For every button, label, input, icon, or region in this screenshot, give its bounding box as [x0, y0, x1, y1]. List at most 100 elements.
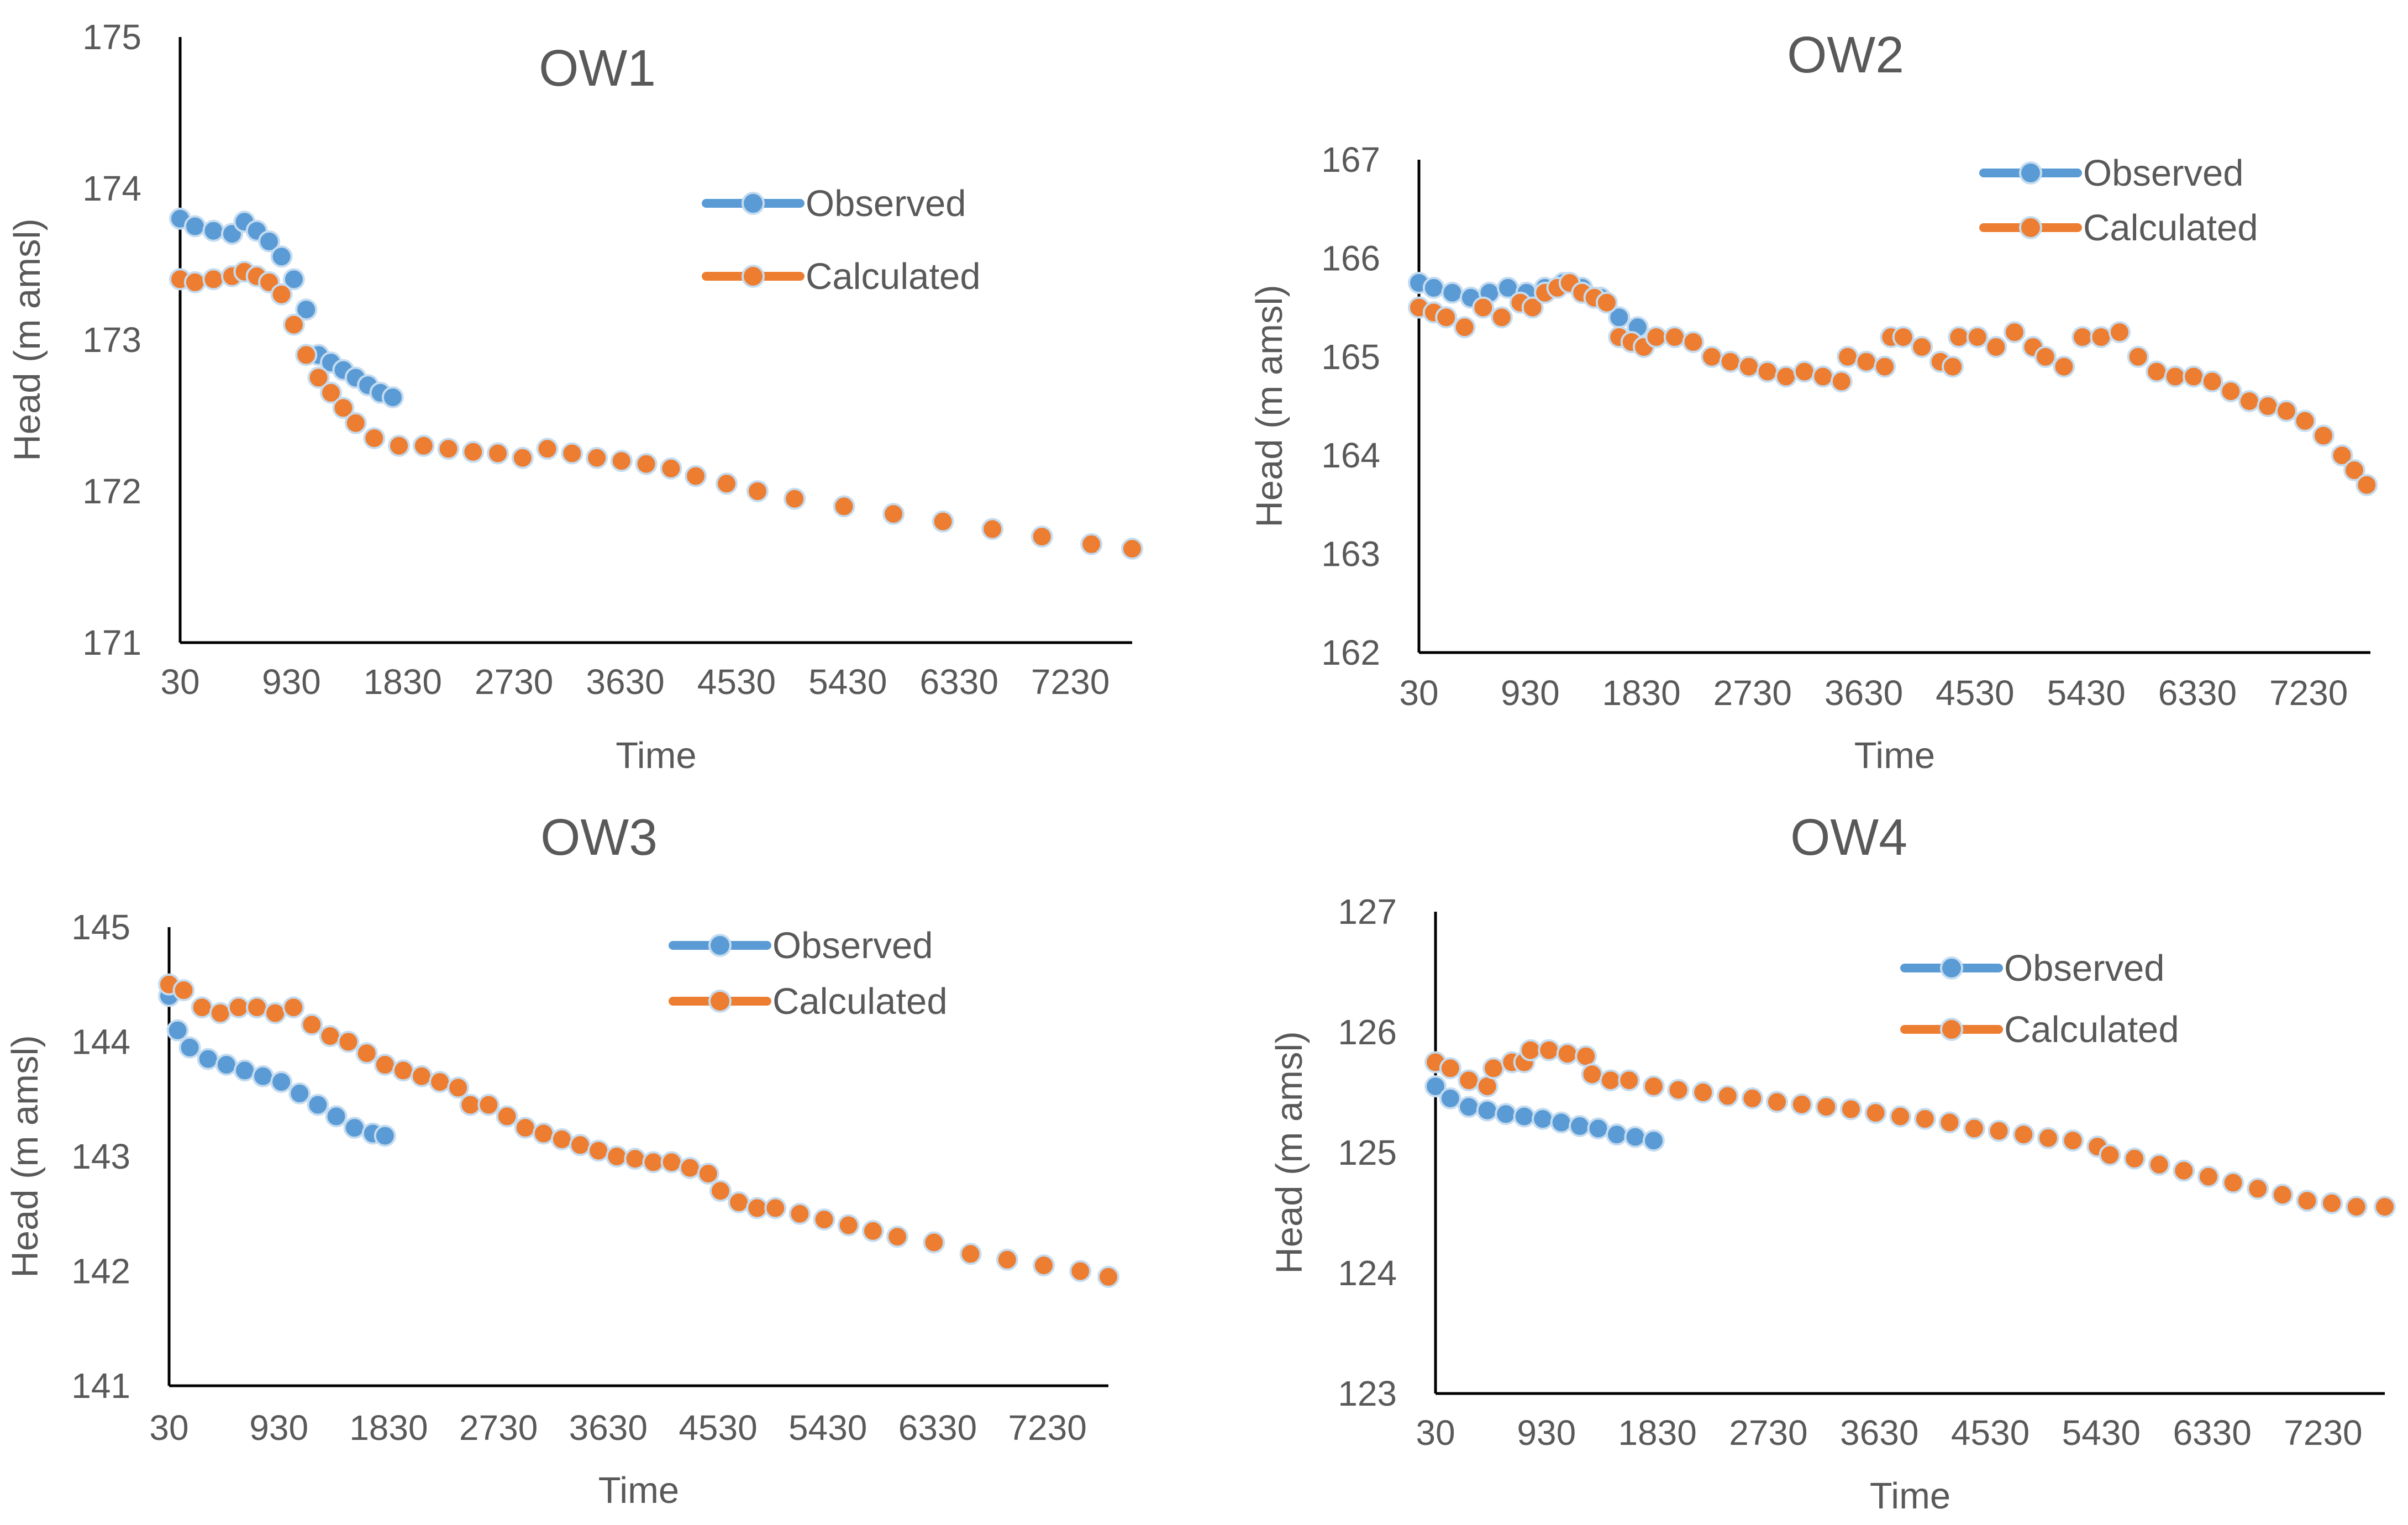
calculated-point — [429, 1071, 451, 1093]
calculated-point — [2090, 326, 2112, 349]
x-tick-label: 7230 — [2269, 673, 2348, 713]
calculated-point — [183, 271, 206, 293]
calculated-point — [2356, 474, 2378, 496]
calculated-point — [1985, 336, 2007, 358]
observed-point — [1424, 1075, 1447, 1098]
x-tick-label: 6330 — [920, 662, 998, 702]
calculated-point — [1938, 1111, 1961, 1134]
legend-item-calculated: Calculated — [669, 981, 948, 1022]
calculated-point — [1911, 336, 1933, 358]
calculated-point — [1790, 1093, 1813, 1116]
series-observed — [1424, 1075, 1665, 1152]
calculated-point — [270, 283, 293, 306]
calculated-point — [1581, 1063, 1603, 1086]
calculated-point — [337, 1030, 360, 1053]
calculated-point — [511, 446, 534, 469]
calculated-point — [295, 344, 318, 366]
calculated-point — [388, 434, 411, 457]
calculated-point — [1080, 533, 1103, 555]
legend-marker — [2019, 161, 2042, 185]
observed-point — [1606, 1123, 1628, 1146]
calculated-point — [1892, 326, 1915, 349]
calculated-point — [487, 442, 509, 465]
observed-point — [295, 298, 318, 321]
calculated-point — [514, 1117, 537, 1139]
y-tick-label: 165 — [1321, 337, 1380, 377]
x-tick-label: 30 — [1399, 673, 1438, 713]
chart-title: OW3 — [540, 808, 658, 866]
calculated-point — [837, 1214, 860, 1237]
calculated-point — [1775, 365, 1797, 388]
x-tick-label: 1830 — [1618, 1413, 1696, 1453]
y-tick-label: 124 — [1338, 1253, 1397, 1293]
calculated-point — [1692, 1081, 1715, 1103]
calculated-point — [437, 438, 460, 460]
calculated-point — [1667, 1079, 1690, 1101]
calculated-point — [1716, 1085, 1739, 1107]
calculated-point — [2173, 1159, 2195, 1182]
calculated-point — [2034, 345, 2057, 368]
legend-item-calculated: Calculated — [1900, 1009, 2179, 1050]
observed-point — [1439, 1087, 1461, 1109]
legend-item-calculated: Calculated — [702, 256, 981, 297]
calculated-point — [496, 1105, 518, 1128]
calculated-point — [1538, 1039, 1560, 1061]
calculated-point — [697, 1163, 719, 1185]
observed-point — [215, 1054, 238, 1076]
series-calculated — [158, 973, 1119, 1288]
y-tick-label: 172 — [82, 471, 141, 511]
x-tick-label: 930 — [262, 662, 321, 702]
y-tick-label: 174 — [82, 169, 141, 208]
x-tick-label: 5430 — [808, 662, 887, 702]
calculated-point — [550, 1128, 573, 1150]
calculated-point — [635, 453, 658, 475]
legend-item-observed: Observed — [1979, 152, 2243, 194]
calculated-point — [2003, 321, 2026, 344]
calculated-point — [1097, 1265, 1119, 1288]
x-tick-label: 4530 — [679, 1408, 757, 1448]
chart-title: OW4 — [1790, 808, 1907, 866]
chart-ow4: OW4 123 124 125 126 127 30 930 1830 2730 3630 4530 5… — [1269, 808, 2396, 1517]
y-tick-label: 143 — [71, 1137, 130, 1176]
x-tick-label: 6330 — [2158, 673, 2237, 713]
calculated-point — [1472, 296, 1495, 319]
calculated-point — [319, 1025, 341, 1048]
calculated-point — [2164, 365, 2186, 388]
x-tick-label: 3630 — [569, 1408, 648, 1448]
x-tick-label: 5430 — [788, 1408, 867, 1448]
calculated-point — [301, 1013, 323, 1036]
calculated-point — [709, 1180, 732, 1202]
y-tick-label: 141 — [71, 1366, 130, 1406]
calculated-point — [209, 1002, 232, 1024]
x-tick-label: 4530 — [1936, 673, 2014, 713]
calculated-point — [411, 1065, 433, 1087]
chart-title: OW2 — [1787, 26, 1904, 83]
x-tick-label: 930 — [1517, 1413, 1576, 1453]
legend-item-calculated: Calculated — [1979, 207, 2258, 249]
calculated-point — [746, 1197, 769, 1219]
calculated-point — [374, 1054, 396, 1076]
y-axis-title: Head (m amsl) — [7, 218, 48, 461]
x-tick-label: 30 — [149, 1408, 188, 1448]
observed-point — [1441, 281, 1464, 304]
calculated-point — [642, 1151, 665, 1174]
calculated-point — [1663, 326, 1686, 349]
x-tick-label: 7230 — [1008, 1408, 1086, 1448]
calculated-point — [610, 450, 633, 472]
calculated-point — [606, 1145, 628, 1168]
calculated-point — [1855, 350, 1878, 373]
y-tick-label: 171 — [82, 623, 141, 662]
calculated-point — [1874, 355, 1896, 378]
calculated-point — [2271, 1184, 2294, 1206]
calculated-point — [2275, 399, 2297, 422]
calculated-point — [2148, 1153, 2170, 1176]
observed-point — [183, 215, 206, 238]
calculated-point — [586, 446, 608, 469]
y-tick-label: 175 — [82, 17, 141, 57]
calculated-point — [1069, 1260, 1092, 1282]
y-tick-label: 125 — [1338, 1133, 1397, 1172]
x-tick-label: 6330 — [898, 1408, 977, 1448]
legend-marker — [742, 265, 765, 288]
calculated-point — [2257, 395, 2279, 417]
x-tick-label: 3630 — [586, 662, 664, 702]
